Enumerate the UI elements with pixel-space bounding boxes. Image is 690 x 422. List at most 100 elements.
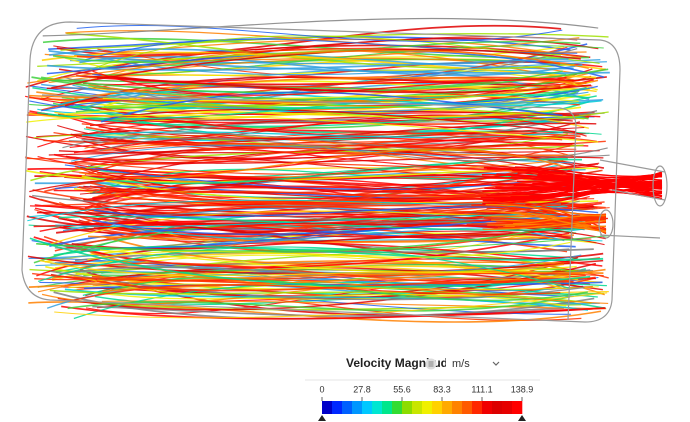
color-bar-segment xyxy=(382,401,393,414)
streamline xyxy=(51,48,581,89)
streamline xyxy=(26,114,599,143)
streamline xyxy=(70,122,597,144)
streamline xyxy=(48,50,610,74)
color-bar-segment xyxy=(392,401,403,414)
color-bar: 0 27.8 55.6 83.3 111.1 138.9 xyxy=(319,384,533,414)
streamline xyxy=(67,296,571,312)
streamline xyxy=(483,201,607,220)
streamline xyxy=(102,104,585,120)
streamline xyxy=(514,166,663,178)
streamline xyxy=(90,105,573,145)
dropdown-box[interactable] xyxy=(446,354,508,374)
streamline xyxy=(64,106,582,118)
legend-tick-label: 83.3 xyxy=(433,384,451,394)
legend-tick-label: 111.1 xyxy=(471,384,492,394)
streamline xyxy=(42,17,599,37)
color-bar-segment xyxy=(342,401,353,414)
range-marker[interactable] xyxy=(318,415,526,421)
frame-edge xyxy=(41,94,577,321)
menu-icon-lines[interactable] xyxy=(428,361,434,367)
streamline xyxy=(66,32,575,70)
color-bar-segment xyxy=(372,401,383,414)
streamline xyxy=(92,297,595,317)
streamline xyxy=(37,246,569,289)
streamline xyxy=(29,237,591,288)
streamline xyxy=(33,219,563,236)
streamline xyxy=(74,145,571,175)
streamline xyxy=(101,45,604,76)
streamline xyxy=(513,187,663,199)
streamline xyxy=(49,289,592,304)
legend-menu-button[interactable] xyxy=(425,358,437,370)
streamline xyxy=(101,103,609,122)
color-bar-segment xyxy=(512,401,523,414)
color-bar-segment xyxy=(322,401,333,414)
streamline xyxy=(34,207,562,226)
streamline xyxy=(49,70,563,90)
streamline xyxy=(104,108,576,133)
streamline xyxy=(525,175,663,206)
color-bar-segment xyxy=(362,401,373,414)
streamline xyxy=(88,82,574,104)
streamline xyxy=(35,235,609,252)
color-bar-segment xyxy=(452,401,463,414)
streamline xyxy=(69,284,561,302)
streamline xyxy=(513,214,607,225)
color-bar-segment xyxy=(412,401,423,414)
streamline xyxy=(27,50,589,84)
color-bar-segment xyxy=(502,401,513,414)
streamline xyxy=(83,140,576,161)
streamline xyxy=(514,223,607,231)
outlet xyxy=(652,165,668,207)
outlet xyxy=(598,209,614,239)
streamline xyxy=(482,220,607,230)
streamline xyxy=(525,174,663,191)
streamline xyxy=(54,292,608,319)
geometry-frame xyxy=(21,21,668,323)
frame-outline xyxy=(21,21,621,323)
color-bar-segment xyxy=(442,401,453,414)
dropdown-chevron[interactable] xyxy=(492,361,500,366)
streamline xyxy=(78,148,571,179)
streamline xyxy=(64,57,598,91)
streamline xyxy=(28,271,604,289)
streamline xyxy=(513,184,663,190)
color-bar-segment xyxy=(432,401,443,414)
streamline xyxy=(537,175,663,189)
streamline xyxy=(55,213,567,228)
streamline xyxy=(81,123,606,147)
streamline xyxy=(52,91,577,129)
color-bar-segment xyxy=(332,401,343,414)
streamline xyxy=(37,276,609,305)
legend-tick-label: 0 xyxy=(319,384,324,394)
color-bar-segment xyxy=(422,401,433,414)
streamline xyxy=(62,132,610,158)
streamline xyxy=(476,210,607,227)
streamline xyxy=(34,175,581,194)
streamline xyxy=(104,149,595,181)
streamline xyxy=(507,180,663,186)
streamline xyxy=(32,272,604,281)
color-bar-segment xyxy=(462,401,473,414)
streamline xyxy=(102,94,579,102)
color-bar-segment xyxy=(472,401,483,414)
legend-title: Velocity Magnitude xyxy=(346,356,455,370)
color-bar-segment xyxy=(402,401,413,414)
color-bar-segment xyxy=(492,401,503,414)
streamline xyxy=(497,216,607,229)
streamline xyxy=(56,24,562,57)
streamline xyxy=(57,90,602,107)
color-bar-segment xyxy=(352,401,363,414)
streamline xyxy=(47,58,569,71)
streamline xyxy=(92,70,580,96)
streamline xyxy=(96,280,574,292)
color-bar-segment xyxy=(482,401,493,414)
legend-tick-label: 27.8 xyxy=(353,384,371,394)
streamline xyxy=(98,126,585,140)
unit-label[interactable]: m/s xyxy=(452,358,470,370)
streamline xyxy=(43,138,561,145)
streamlines xyxy=(24,17,663,323)
streamline xyxy=(76,24,563,42)
unit-dropdown[interactable]: m/s xyxy=(446,354,508,374)
streamline xyxy=(87,241,571,261)
